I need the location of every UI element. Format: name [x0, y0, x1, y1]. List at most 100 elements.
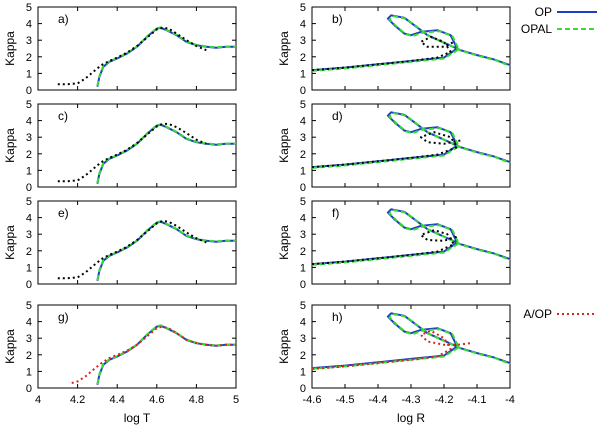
- panel-label: f): [332, 206, 339, 220]
- series-line-opal: [311, 313, 511, 370]
- y-tick-label: 3: [300, 35, 306, 47]
- x-tick-label: -4.1: [468, 394, 487, 406]
- y-tick-label: 0: [300, 279, 306, 291]
- panel-g: 0 1 2 3 4 5 4 4.2 4.4 4.6 4.8 5 Kappa log T g): [3, 300, 239, 425]
- y-tick-label: 0: [26, 182, 32, 194]
- y-tick-label: 3: [26, 132, 32, 144]
- y-axis-label: Kappa: [277, 128, 291, 163]
- legend-label-op: OP: [535, 5, 552, 19]
- y-tick-label: 5: [26, 2, 32, 14]
- panel-h: 0 1 2 3 4 5 -4.6 -4.5 -4.4 -4.3 -4.2 -4.1 -4 Kappa log…: [277, 300, 515, 425]
- y-tick-label: 5: [26, 99, 32, 111]
- y-tick-label: 2: [300, 149, 306, 161]
- y-tick-label: 4: [300, 116, 306, 128]
- x-tick-label: -4.2: [435, 394, 454, 406]
- y-tick-label: 5: [26, 300, 32, 312]
- y-tick-label: 0: [26, 279, 32, 291]
- panels-group: 012345Kappaa)012345Kappab)012345Kappac)0…: [3, 2, 515, 425]
- panel-d: 0 1 2 3 4 5 Kappa d): [277, 99, 511, 194]
- x-axis-label: log T: [124, 411, 151, 425]
- legend: OP OPAL A/OP: [521, 5, 597, 321]
- y-axis-label: Kappa: [3, 329, 17, 364]
- y-tick-label: 0: [26, 85, 32, 97]
- y-tick-label: 4: [300, 19, 306, 31]
- plot-frame: [311, 200, 511, 285]
- y-tick-label: 4: [26, 19, 32, 31]
- y-tick-label: 5: [300, 300, 306, 312]
- panel-label: e): [58, 206, 69, 220]
- panel-e: 0 1 2 3 4 5 Kappa e): [3, 196, 237, 291]
- y-tick-label: 2: [26, 350, 32, 362]
- y-tick-label: 5: [300, 2, 306, 14]
- series-line-opal: [311, 15, 511, 72]
- series-line-aop: [311, 329, 471, 370]
- series-line-reference: [57, 122, 207, 183]
- series-line-aop: [71, 325, 236, 384]
- y-tick-label: 2: [300, 52, 306, 64]
- series-line-reference: [57, 26, 207, 86]
- panel-f: 0 1 2 3 4 5 Kappa f): [277, 196, 511, 291]
- y-tick-label: 2: [26, 149, 32, 161]
- panel-b: 0 1 2 3 4 5 Kappa b): [277, 2, 511, 97]
- series-line-reference: [311, 229, 458, 266]
- y-tick-label: 3: [26, 229, 32, 241]
- y-tick-label: 5: [26, 196, 32, 208]
- y-tick-label: 0: [300, 383, 306, 395]
- x-tick-label: 4.6: [149, 394, 164, 406]
- y-tick-label: 2: [26, 246, 32, 258]
- y-tick-label: 4: [26, 213, 32, 225]
- y-tick-label: 1: [300, 165, 306, 177]
- x-tick-label: 5: [233, 394, 239, 406]
- y-tick-label: 1: [26, 68, 32, 80]
- plot-frame: [37, 200, 237, 285]
- series-line-op: [96, 123, 236, 184]
- y-tick-label: 0: [26, 383, 32, 395]
- y-tick-label: 2: [300, 350, 306, 362]
- series-line-opal: [311, 112, 511, 169]
- panel-c: 0 1 2 3 4 5 Kappa c): [3, 99, 237, 194]
- plot-frame: [37, 304, 237, 389]
- y-axis-label: Kappa: [3, 31, 17, 66]
- y-tick-label: 3: [26, 35, 32, 47]
- series-line-reference: [311, 35, 455, 72]
- series-line-op: [96, 26, 236, 87]
- legend-label-aop: A/OP: [523, 307, 552, 321]
- y-tick-label: 1: [26, 165, 32, 177]
- y-tick-label: 4: [26, 317, 32, 329]
- y-axis-label: Kappa: [277, 31, 291, 66]
- panel-label: c): [58, 109, 68, 123]
- y-tick-label: 1: [300, 366, 306, 378]
- y-tick-label: 0: [300, 85, 306, 97]
- y-tick-label: 3: [300, 333, 306, 345]
- y-tick-label: 2: [300, 246, 306, 258]
- y-tick-label: 5: [300, 196, 306, 208]
- y-tick-label: 3: [300, 229, 306, 241]
- y-tick-label: 4: [26, 116, 32, 128]
- x-tick-label: -4.5: [336, 394, 355, 406]
- y-tick-label: 1: [26, 366, 32, 378]
- y-axis-label: Kappa: [3, 128, 17, 163]
- y-tick-label: 5: [300, 99, 306, 111]
- x-tick-label: -4.3: [402, 394, 421, 406]
- series-line-opal: [96, 123, 236, 183]
- x-tick-label: 4.8: [189, 394, 204, 406]
- panel-label: b): [332, 12, 343, 26]
- series-line-op: [96, 324, 236, 385]
- series-line-op: [96, 220, 236, 281]
- x-tick-label: -4: [505, 394, 515, 406]
- series-line-opal: [96, 220, 236, 281]
- y-axis-label: Kappa: [277, 225, 291, 260]
- panel-label: h): [332, 310, 343, 324]
- panel-label: d): [332, 109, 343, 123]
- y-tick-label: 1: [300, 262, 306, 274]
- y-axis-label: Kappa: [3, 225, 17, 260]
- panel-label: a): [58, 12, 69, 26]
- y-tick-label: 2: [26, 52, 32, 64]
- x-tick-label: -4.6: [303, 394, 322, 406]
- series-line-reference: [311, 131, 461, 169]
- y-tick-label: 3: [300, 132, 306, 144]
- panel-label: g): [58, 310, 69, 324]
- series-line-opal: [96, 324, 236, 385]
- plot-frame: [37, 103, 237, 188]
